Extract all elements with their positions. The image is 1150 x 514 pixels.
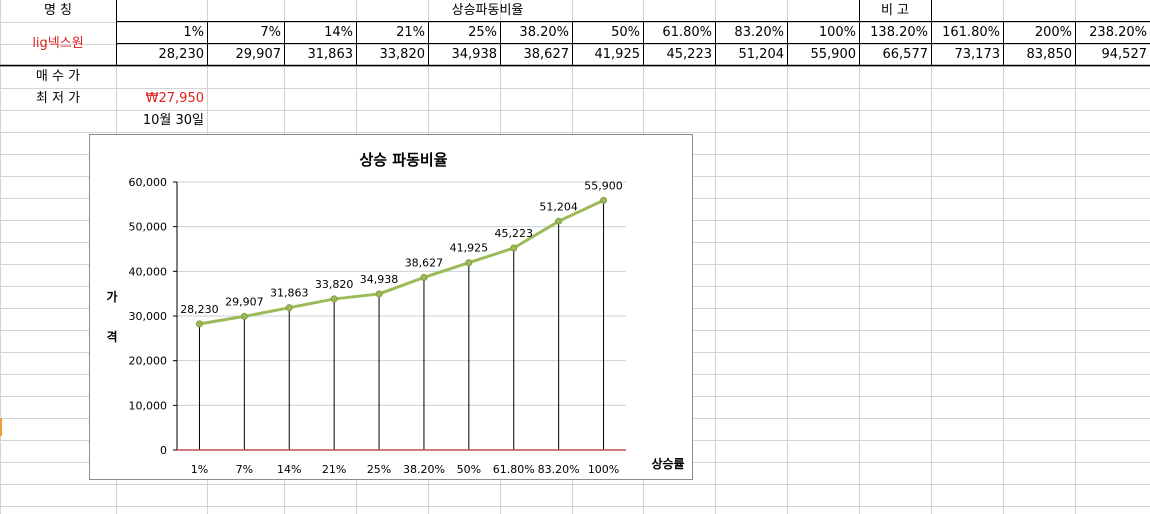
price-cell[interactable]: 73,173	[954, 47, 1001, 62]
y-tick-label: 50,000	[129, 221, 168, 234]
x-tick-label: 1%	[191, 463, 208, 476]
ratio-cell[interactable]: 38.20%	[519, 25, 569, 40]
price-cell[interactable]: 45,223	[666, 47, 713, 62]
name-header-cell[interactable]: 명 칭	[43, 3, 73, 18]
ratio-cell[interactable]: 83.20%	[734, 25, 784, 40]
x-axis-label: 상승률	[651, 456, 684, 471]
price-cell[interactable]: 41,925	[594, 47, 641, 62]
data-label: 55,900	[584, 179, 623, 192]
ratio-cell[interactable]: 138.20%	[870, 25, 928, 40]
price-cell[interactable]: 51,204	[738, 47, 785, 62]
ratio-cell[interactable]: 161.80%	[942, 25, 1000, 40]
y-tick-label: 30,000	[129, 310, 168, 323]
section-title-cell[interactable]: 상승파동비율	[451, 3, 524, 18]
data-label: 41,925	[450, 242, 489, 255]
data-point	[240, 312, 248, 320]
price-cell[interactable]: 34,938	[451, 47, 498, 62]
price-cell[interactable]: 31,863	[307, 47, 354, 62]
ratio-cell[interactable]: 1%	[183, 25, 204, 40]
ratio-cell[interactable]: 25%	[468, 25, 497, 40]
date-cell[interactable]: 10월 30일	[142, 113, 204, 128]
price-cell[interactable]: 28,230	[158, 47, 205, 62]
x-tick-label: 21%	[322, 463, 346, 476]
x-tick-label: 100%	[588, 463, 619, 476]
y-axis-label: 가	[106, 289, 117, 304]
lowest-price-value-cell[interactable]: ₩27,950	[145, 91, 204, 106]
ratio-cell[interactable]: 200%	[1034, 25, 1072, 40]
row-resize-marker	[0, 418, 2, 436]
data-label: 45,223	[495, 227, 534, 240]
x-tick-label: 7%	[236, 463, 253, 476]
data-point	[420, 273, 428, 281]
data-point	[195, 320, 203, 328]
price-cell[interactable]: 94,527	[1101, 47, 1148, 62]
y-tick-label: 0	[160, 444, 167, 457]
y-axis-label: 격	[106, 329, 117, 344]
price-cell[interactable]: 83,850	[1026, 47, 1073, 62]
data-point	[375, 290, 383, 298]
data-label: 31,863	[270, 287, 309, 300]
x-tick-label: 25%	[367, 463, 391, 476]
ratio-cell[interactable]: 7%	[260, 25, 281, 40]
x-tick-label: 38.20%	[403, 463, 445, 476]
lowest-price-label-cell[interactable]: 최 저 가	[35, 91, 81, 106]
x-tick-label: 50%	[457, 463, 481, 476]
data-point	[465, 259, 473, 267]
data-point	[330, 295, 338, 303]
chart-container[interactable]: 상승 파동비율 0 10,000 20,000 30,000 40,000 50,000 60…	[89, 134, 693, 480]
y-tick-label: 40,000	[129, 265, 168, 278]
ratio-cell[interactable]: 21%	[396, 25, 425, 40]
data-label: 33,820	[315, 278, 354, 291]
data-label: 34,938	[360, 273, 399, 286]
x-tick-label: 61.80%	[493, 463, 535, 476]
data-label: 51,204	[539, 200, 578, 213]
price-cell[interactable]: 66,577	[882, 47, 929, 62]
line-chart: 상승 파동비율 0 10,000 20,000 30,000 40,000 50,000 60…	[106, 151, 684, 476]
ratio-cell[interactable]: 50%	[611, 25, 640, 40]
data-point	[510, 244, 518, 252]
y-tick-label: 60,000	[129, 176, 168, 189]
data-label: 29,907	[225, 295, 264, 308]
buy-price-label-cell[interactable]: 매 수 가	[35, 69, 81, 84]
ratio-cell[interactable]: 238.20%	[1089, 25, 1147, 40]
ratio-cell[interactable]: 14%	[324, 25, 353, 40]
data-point	[555, 217, 563, 225]
y-tick-label: 20,000	[129, 355, 168, 368]
x-tick-label: 83.20%	[538, 463, 580, 476]
data-point	[600, 196, 608, 204]
price-cell[interactable]: 55,900	[810, 47, 857, 62]
ratio-cell[interactable]: 61.80%	[662, 25, 712, 40]
note-header-cell[interactable]: 비 고	[880, 3, 910, 18]
stock-name-cell[interactable]: lig넥스원	[32, 36, 84, 51]
ratio-cell[interactable]: 100%	[818, 25, 856, 40]
data-label: 28,230	[180, 303, 219, 316]
data-point	[285, 304, 293, 312]
chart-title: 상승 파동비율	[359, 151, 447, 169]
price-cell[interactable]: 38,627	[523, 47, 570, 62]
y-tick-label: 10,000	[129, 399, 168, 412]
x-tick-label: 14%	[277, 463, 301, 476]
price-cell[interactable]: 33,820	[379, 47, 426, 62]
data-label: 38,627	[405, 256, 444, 269]
price-cell[interactable]: 29,907	[235, 47, 282, 62]
series-line	[199, 198, 605, 326]
